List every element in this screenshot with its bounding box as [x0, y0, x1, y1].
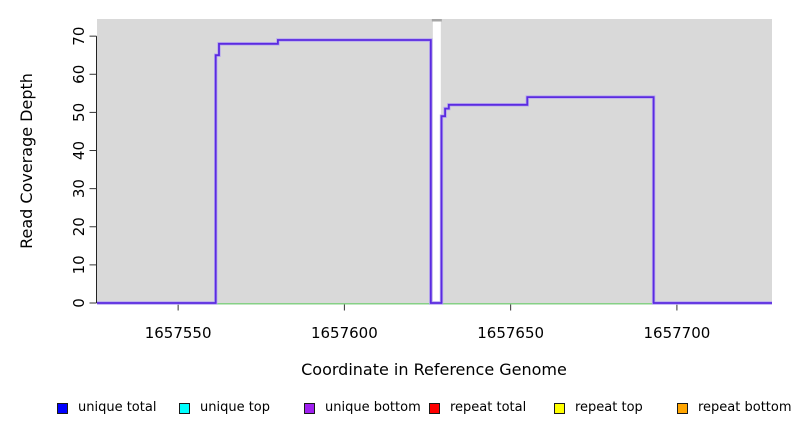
y-tick-label: 0	[70, 298, 88, 308]
legend-swatch-icon	[429, 402, 440, 414]
x-tick-label: 1657600	[311, 324, 378, 342]
legend-swatch-icon	[554, 402, 565, 414]
x-tick-label: 1657550	[145, 324, 212, 342]
y-tick-label: 70	[70, 27, 88, 46]
legend-item-unique-total: unique total	[57, 399, 156, 417]
legend-swatch-icon	[179, 402, 190, 414]
y-tick-label: 10	[70, 255, 88, 274]
legend-item-unique-top: unique top	[179, 399, 270, 417]
legend-label: repeat total	[450, 400, 527, 415]
x-tick-label: 1657650	[477, 324, 544, 342]
legend-item-repeat-top: repeat top	[554, 399, 643, 417]
y-axis-label: Read Coverage Depth	[17, 73, 36, 249]
legend-label: unique total	[78, 400, 157, 415]
coverage-line	[97, 39, 772, 304]
chart-legend: unique total unique top unique bottom repea…	[0, 399, 792, 423]
legend-label: repeat top	[575, 400, 643, 415]
legend-swatch-icon	[57, 402, 68, 414]
legend-label: unique top	[200, 400, 271, 415]
legend-swatch-icon	[677, 402, 688, 414]
x-tick-label: 1657700	[643, 324, 710, 342]
legend-item-repeat-total: repeat total	[429, 399, 526, 417]
coverage-chart: 0 10 20 30 40 50 60 70 1657550 1657600 1657650 1657…	[17, 19, 772, 379]
y-tick-label: 20	[70, 217, 88, 236]
y-tick-label: 50	[70, 103, 88, 122]
legend-swatch-icon	[304, 402, 315, 414]
gap-top-sliver	[431, 19, 442, 22]
legend-label: unique bottom	[325, 400, 421, 415]
y-tick-label: 60	[70, 65, 88, 84]
x-axis-label: Coordinate in Reference Genome	[301, 360, 567, 379]
legend-item-unique-bottom: unique bottom	[304, 399, 421, 417]
legend-item-repeat-bottom: repeat bottom	[677, 399, 792, 417]
legend-label: repeat bottom	[698, 400, 792, 415]
y-tick-label: 30	[70, 179, 88, 198]
coverage-gap-band	[432, 21, 441, 303]
y-tick-label: 40	[70, 141, 88, 160]
